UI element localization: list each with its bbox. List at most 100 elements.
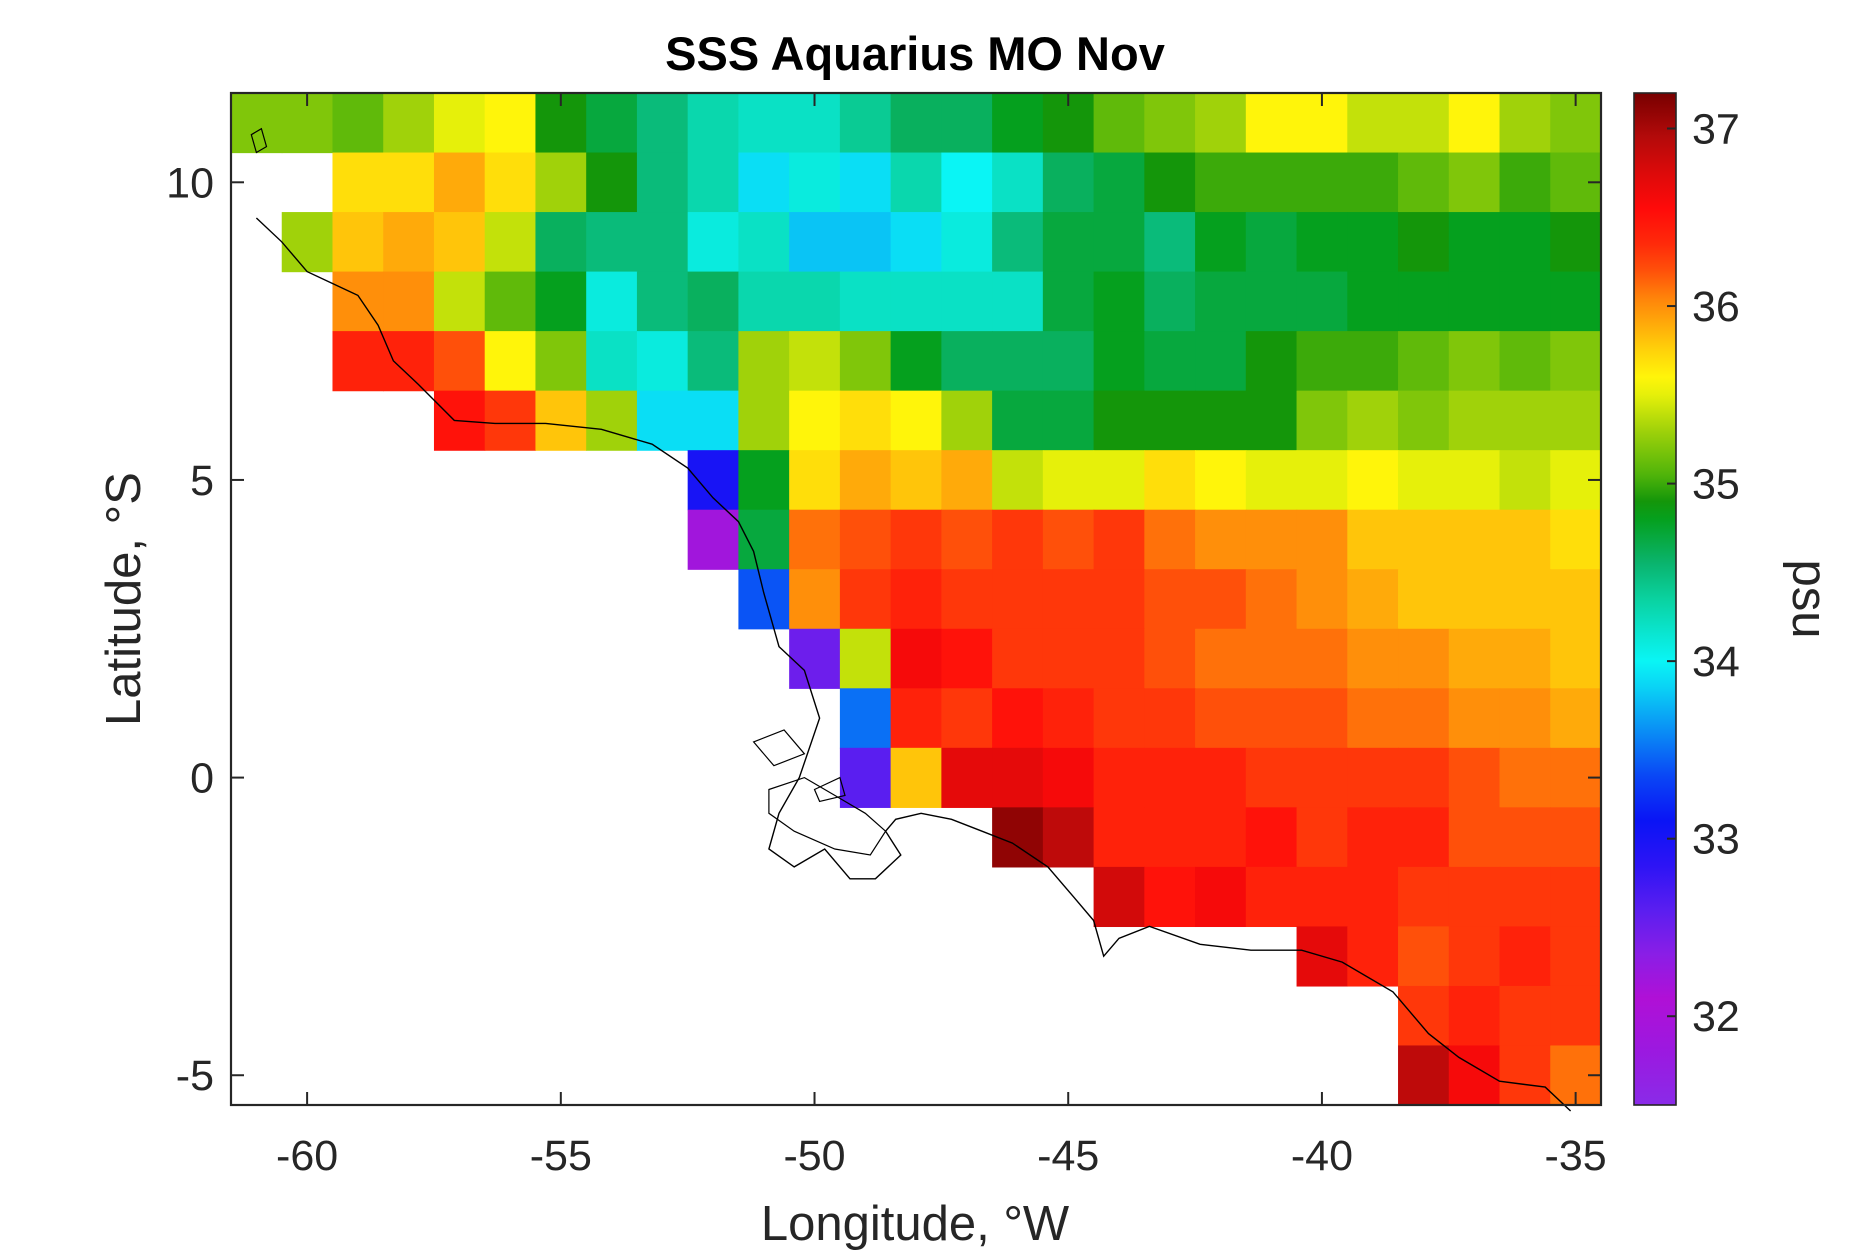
heatmap-cell (1550, 569, 1602, 630)
heatmap-cell (941, 688, 993, 749)
heatmap-cell (1499, 747, 1551, 808)
x-tick-label: -35 (1545, 1132, 1607, 1180)
heatmap-cell (586, 93, 638, 154)
heatmap-cell (535, 212, 587, 273)
heatmap-cell (1448, 866, 1501, 928)
y-tick-label: -5 (176, 1052, 214, 1100)
heatmap-cell (1398, 271, 1450, 332)
heatmap-cell (890, 569, 942, 630)
heatmap-cell (1499, 1045, 1551, 1106)
x-tick-label: -50 (783, 1132, 845, 1180)
heatmap-cell (1296, 390, 1348, 451)
heatmap-cell (789, 628, 841, 689)
heatmap-cell (992, 93, 1044, 154)
heatmap-cell (1398, 628, 1450, 689)
heatmap-cell (586, 152, 638, 213)
heatmap-cell (1347, 569, 1399, 630)
heatmap-cell (1448, 271, 1501, 332)
heatmap-cell (1347, 331, 1399, 392)
heatmap-cell (1398, 509, 1450, 570)
heatmap-cell (1245, 747, 1298, 808)
heatmap-cell (1448, 93, 1501, 154)
heatmap-cell (1448, 509, 1501, 570)
heatmap-cell (992, 152, 1044, 213)
heatmap-cell (1296, 747, 1348, 808)
heatmap-cell (839, 212, 892, 273)
heatmap-cell (1042, 152, 1095, 213)
y-axis-ticks: -5 0 5 10 (166, 159, 1601, 1100)
heatmap-cell (1245, 212, 1298, 273)
heatmap-cell (1093, 152, 1145, 213)
heatmap-cell (839, 271, 892, 332)
colorbar-tick-label: 37 (1692, 106, 1740, 154)
heatmap-cell (1245, 688, 1298, 749)
heatmap-cell (1499, 807, 1551, 868)
heatmap-cell (636, 212, 689, 273)
heatmap-cell (1347, 688, 1399, 749)
heatmap-cell (535, 152, 587, 213)
heatmap-cell (1093, 212, 1145, 273)
heatmap-cell (890, 212, 942, 273)
heatmap-cell (1195, 331, 1247, 392)
heatmap-cell (586, 271, 638, 332)
heatmap-cell (1347, 93, 1399, 154)
heatmap-cell (890, 152, 942, 213)
heatmap-cell (738, 152, 790, 213)
plot-frame (229, 91, 1603, 1107)
heatmap-cell (1448, 390, 1501, 451)
heatmap-cell (1398, 390, 1450, 451)
heatmap-cell (636, 331, 689, 392)
heatmap-cell (484, 271, 537, 332)
heatmap-cell (535, 331, 587, 392)
heatmap-cell (1499, 509, 1551, 570)
heatmap-cell (1042, 628, 1095, 689)
heatmap-cell (1195, 152, 1247, 213)
heatmap-cell (1195, 271, 1247, 332)
heatmap-cell (687, 212, 740, 273)
heatmap-cell (687, 509, 740, 570)
heatmap-cell (1093, 628, 1145, 689)
heatmap-cell (1347, 212, 1399, 273)
heatmap-cell (890, 747, 942, 808)
heatmap-cell (1347, 628, 1399, 689)
x-axis-ticks: -60 -55 -50 -45 -40 -35 (276, 93, 1607, 1180)
heatmap-cell (1448, 807, 1501, 868)
heatmap-cell (1499, 450, 1551, 511)
heatmap-cell (636, 93, 689, 154)
colorbar (1633, 92, 1677, 1106)
heatmap-cell (839, 747, 892, 808)
heatmap-cell (941, 569, 993, 630)
heatmap-cell (1144, 212, 1196, 273)
heatmap-cell (1398, 331, 1450, 392)
heatmap-cell (636, 152, 689, 213)
heatmap-cell (687, 152, 740, 213)
colorbar-ticks: 32 33 34 35 36 37 (1667, 106, 1740, 1041)
heatmap-cell (1550, 628, 1602, 689)
heatmap-cell (992, 331, 1044, 392)
heatmap-cell (433, 331, 486, 392)
heatmap-cell (1093, 807, 1145, 868)
heatmap-cell (1296, 807, 1348, 868)
y-axis-label: Latitude, °S (97, 472, 151, 726)
heatmap-cell (332, 93, 384, 154)
heatmap-cell (1144, 450, 1196, 511)
heatmap-cell (1347, 450, 1399, 511)
heatmap-cell (1398, 985, 1450, 1047)
heatmap-cell (433, 152, 486, 213)
island-outline (250, 127, 268, 154)
heatmap-cell (941, 450, 993, 511)
heatmap-cell (1448, 688, 1501, 749)
heatmap-cell (1144, 271, 1196, 332)
heatmap-cell (941, 509, 993, 570)
heatmap-cell (484, 390, 537, 451)
heatmap-cell (839, 390, 892, 451)
heatmap-cell (1093, 569, 1145, 630)
heatmap-cell (1499, 390, 1551, 451)
heatmap-cell (890, 271, 942, 332)
heatmap-cell (1144, 152, 1196, 213)
x-tick-label: -55 (530, 1132, 592, 1180)
heatmap-cell (890, 450, 942, 511)
x-tick-label: -45 (1037, 1132, 1099, 1180)
heatmap-cell (1499, 866, 1551, 928)
